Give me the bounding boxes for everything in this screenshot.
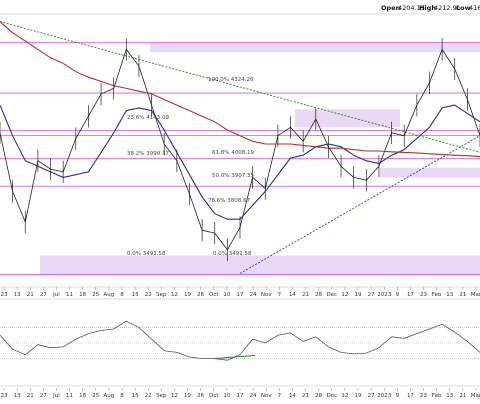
- x-axis-tick-label: Nov: [261, 292, 272, 298]
- x-axis-tick-label: 28: [315, 393, 322, 399]
- x-axis-tick-label: 15: [132, 292, 139, 298]
- x-axis-tick-label: Dec: [326, 292, 337, 298]
- uptrend-line: [239, 135, 480, 274]
- x-axis-tick-label: 21: [27, 393, 34, 399]
- low-value: 4160: [469, 4, 480, 12]
- x-axis-tick-label: Sep: [156, 292, 167, 298]
- fib-label-0-b: 0.0% 3491.58: [213, 251, 252, 257]
- x-axis-tick-label: 13: [446, 393, 453, 399]
- x-axis-tick-label: 23: [420, 393, 427, 399]
- x-axis-tick-label: 24: [250, 393, 257, 399]
- x-axis-tick-label: 15: [132, 393, 139, 399]
- x-axis-tick-label: Feb: [432, 292, 442, 298]
- low-label: Low: [456, 4, 471, 12]
- x-axis-tick-label: 19: [355, 393, 362, 399]
- fib-label-236: 23.6% 4143.09: [127, 115, 169, 121]
- x-axis-tick-label: 7: [278, 393, 282, 399]
- x-axis-tick-label: 18: [79, 292, 86, 298]
- long-moving-average-line: [0, 21, 480, 158]
- x-axis-tick-label: 22: [145, 393, 152, 399]
- x-axis-tick-label: 13: [446, 292, 453, 298]
- shaded-band: [295, 109, 400, 128]
- x-axis-tick-label: 19: [355, 292, 362, 298]
- x-axis-tick-label: 26: [197, 292, 204, 298]
- x-axis-tick-label: Jul: [52, 393, 60, 399]
- x-axis-tick-label: 12: [341, 393, 348, 399]
- fib-label-100: 100.0% 4324.26: [208, 77, 254, 83]
- x-axis-tick-label: Sep: [156, 393, 167, 399]
- shaded-band: [380, 167, 480, 178]
- x-axis-tick-label: 14: [289, 393, 296, 399]
- x-axis-tick-label: 27: [368, 393, 375, 399]
- x-axis-tick-label: 12: [341, 292, 348, 298]
- x-axis-tick-label: 9: [396, 393, 400, 399]
- x-axis-tick-label: 22: [145, 292, 152, 298]
- x-axis-tick-label: Jul: [52, 292, 60, 298]
- x-axis-tick-label: 19: [184, 393, 191, 399]
- x-axis-tick-label: 11: [66, 393, 73, 399]
- x-axis-tick-label: 8: [120, 292, 124, 298]
- fib-label-0-a: 0.0% 3491.58: [127, 251, 166, 257]
- fib-label-786: 78.6% 3808.67: [208, 198, 250, 204]
- x-axis-tick-label: 27: [368, 292, 375, 298]
- x-axis-tick-label: Feb: [432, 393, 442, 399]
- x-axis-tick-label: 25: [92, 393, 99, 399]
- x-axis-tick-label: Aug: [104, 393, 115, 399]
- x-axis-tick-label: 13: [14, 292, 21, 298]
- fib-label-618: 61.8% 4008.19: [212, 150, 254, 156]
- x-axis-tick-label: 23: [1, 393, 8, 399]
- x-axis-tick-label: Mar: [471, 292, 480, 298]
- x-axis-tick-label: 12: [171, 393, 178, 399]
- x-axis-tick-label: 2023: [377, 292, 391, 298]
- x-axis-tick-label: 12: [171, 292, 178, 298]
- high-value: 4212.91: [434, 4, 461, 12]
- x-axis-tick-label: 17: [407, 292, 414, 298]
- shaded-band: [150, 42, 480, 53]
- x-axis-tick-label: 21: [459, 292, 466, 298]
- x-axis-tick-label: 10: [223, 292, 230, 298]
- open-label: Open: [381, 4, 401, 12]
- x-axis-tick-label: Nov: [261, 393, 272, 399]
- x-axis-tick-label: 21: [459, 393, 466, 399]
- x-axis-tick-label: 9: [396, 292, 400, 298]
- fib-label-382: 38.2% 3990.37: [127, 151, 169, 157]
- x-axis-tick-label: 21: [27, 292, 34, 298]
- x-axis-tick-label: Oct: [209, 393, 219, 399]
- x-axis-tick-label: 18: [79, 393, 86, 399]
- x-axis-tick-label: 7: [278, 292, 282, 298]
- x-axis-tick-label: 26: [197, 393, 204, 399]
- x-axis-tick-label: Aug: [104, 292, 115, 298]
- x-axis-tick-label: Mar: [471, 393, 480, 399]
- x-axis-tick-label: Oct: [209, 292, 219, 298]
- x-axis-tick-label: 17: [237, 393, 244, 399]
- x-axis-tick-label: 10: [223, 393, 230, 399]
- x-axis-tick-label: 17: [237, 292, 244, 298]
- x-axis-tick-label: 11: [66, 292, 73, 298]
- high-label: High: [419, 4, 436, 12]
- x-axis-tick-label: 27: [40, 393, 47, 399]
- x-axis-tick-label: 19: [184, 292, 191, 298]
- oscillator-divergence-line: [212, 354, 256, 360]
- x-axis-tick-label: 25: [92, 292, 99, 298]
- x-axis-tick-label: 21: [302, 393, 309, 399]
- x-axis-tick-label: Dec: [326, 393, 337, 399]
- x-axis-tick-label: 23: [1, 292, 8, 298]
- x-axis-tick-label: 21: [302, 292, 309, 298]
- x-axis-tick-label: 23: [420, 292, 427, 298]
- x-axis-tick-label: 8: [120, 393, 124, 399]
- x-axis-tick-label: 27: [40, 292, 47, 298]
- x-axis-tick-label: 28: [315, 292, 322, 298]
- shaded-band: [40, 255, 480, 275]
- open-value: 4204.15: [398, 4, 425, 12]
- x-axis-tick-label: 2023: [377, 393, 391, 399]
- x-axis-tick-label: 24: [250, 292, 257, 298]
- x-axis-tick-label: 13: [14, 393, 21, 399]
- oscillator-line: [0, 320, 480, 361]
- x-axis-tick-label: 17: [407, 393, 414, 399]
- fib-label-500: 50.0% 3907.35: [212, 173, 254, 179]
- downtrend-line: [0, 21, 480, 153]
- x-axis-tick-label: 14: [289, 292, 296, 298]
